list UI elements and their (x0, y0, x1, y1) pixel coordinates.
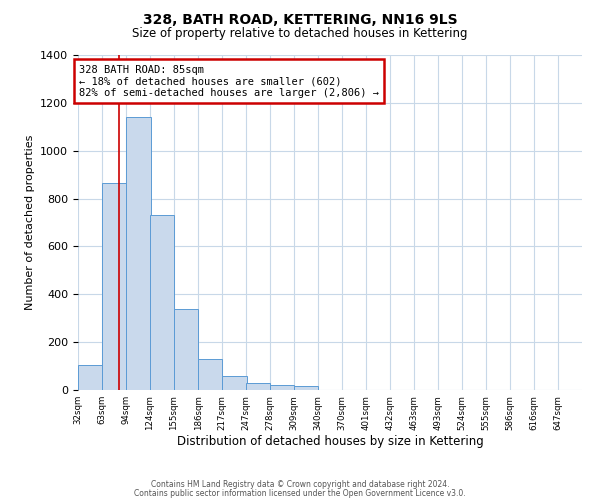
Bar (174, 308, 198, 390)
Bar (150, 216, 174, 390)
Bar (246, 383, 270, 390)
Text: Contains HM Land Registry data © Crown copyright and database right 2024.: Contains HM Land Registry data © Crown c… (151, 480, 449, 489)
Bar (127, 117, 151, 390)
Bar (198, 359, 223, 390)
Bar (78, 365, 102, 390)
Bar (102, 183, 127, 390)
Bar (270, 385, 294, 390)
Text: Contains public sector information licensed under the Open Government Licence v3: Contains public sector information licen… (134, 488, 466, 498)
Text: 328 BATH ROAD: 85sqm
← 18% of detached houses are smaller (602)
82% of semi-deta: 328 BATH ROAD: 85sqm ← 18% of detached h… (79, 64, 379, 98)
Bar (223, 376, 247, 390)
Text: Size of property relative to detached houses in Kettering: Size of property relative to detached ho… (132, 28, 468, 40)
Text: 328, BATH ROAD, KETTERING, NN16 9LS: 328, BATH ROAD, KETTERING, NN16 9LS (143, 12, 457, 26)
Bar (294, 386, 318, 390)
Y-axis label: Number of detached properties: Number of detached properties (25, 135, 35, 310)
X-axis label: Distribution of detached houses by size in Kettering: Distribution of detached houses by size … (176, 436, 484, 448)
